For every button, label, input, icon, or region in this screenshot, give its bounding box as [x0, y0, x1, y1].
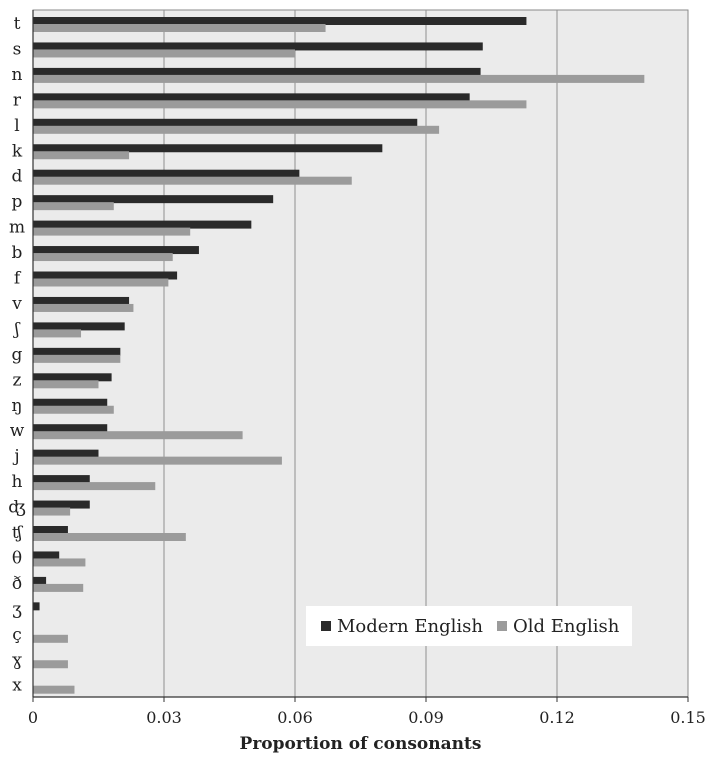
category-label: p: [12, 192, 23, 212]
bar-modern-english: [33, 271, 178, 280]
bar-modern-english: [33, 424, 108, 433]
category-label: w: [10, 421, 25, 441]
category-label: ɣ: [12, 650, 22, 670]
category-label: s: [13, 39, 22, 59]
category-label: d: [12, 167, 23, 187]
bar-old-english: [33, 583, 84, 592]
bar-old-english: [33, 405, 114, 414]
bar-old-english: [33, 380, 99, 389]
bar-old-english: [33, 533, 186, 541]
bar-modern-english: [33, 449, 99, 458]
legend: Modern English Old English: [306, 606, 632, 646]
bar-old-english: [33, 151, 130, 160]
bar-modern-english: [33, 93, 470, 102]
category-label: h: [12, 472, 23, 492]
legend-box: [306, 606, 632, 646]
x-tick-label: 0.12: [539, 708, 575, 727]
category-label: ç: [12, 625, 22, 645]
bar-old-english: [33, 558, 86, 567]
category-label: m: [9, 218, 25, 238]
x-tick-label: 0.15: [670, 708, 706, 727]
bar-old-english: [33, 24, 326, 32]
bar-modern-english: [33, 500, 90, 509]
category-label: ʒ: [12, 599, 22, 619]
category-label: x: [12, 676, 22, 696]
bar-modern-english: [33, 17, 527, 25]
bar-old-english: [33, 507, 71, 516]
bar-old-english: [33, 329, 82, 338]
bar-old-english: [33, 49, 295, 58]
bar-modern-english: [33, 602, 40, 611]
category-label: ʧ: [12, 523, 24, 543]
legend-label-old-english: Old English: [513, 616, 620, 637]
category-label: j: [12, 447, 19, 467]
bars: [33, 17, 645, 694]
bar-old-english: [33, 431, 243, 440]
bar-old-english: [33, 354, 121, 363]
axes: [32, 10, 689, 702]
category-label: ð: [12, 574, 22, 594]
bar-old-english: [33, 176, 352, 185]
bar-modern-english: [33, 347, 121, 356]
bar-old-english: [33, 278, 169, 287]
bar-old-english: [33, 303, 134, 312]
bar-modern-english: [33, 169, 300, 178]
x-axis-title: Proportion of consonants: [240, 734, 482, 754]
category-label: ʃ: [13, 319, 21, 339]
bar-modern-english: [33, 195, 274, 204]
bar-old-english: [33, 125, 440, 134]
bar-modern-english: [33, 322, 125, 331]
bar-old-english: [33, 456, 282, 465]
bar-old-english: [33, 253, 173, 262]
legend-swatch-old-english: [497, 621, 507, 631]
bar-old-english: [33, 227, 191, 236]
bar-old-english: [33, 482, 156, 491]
bar-modern-english: [33, 551, 60, 560]
bar-modern-english: [33, 144, 383, 153]
bar-old-english: [33, 202, 114, 211]
x-tick-label: 0.06: [277, 708, 313, 727]
bar-modern-english: [33, 42, 483, 51]
category-label: l: [14, 116, 19, 136]
bar-modern-english: [33, 67, 481, 76]
category-label: ʤ: [8, 498, 26, 518]
x-tick-label: 0.09: [408, 708, 444, 727]
category-label: g: [12, 345, 23, 365]
bar-modern-english: [33, 246, 199, 255]
category-label: t: [14, 14, 21, 34]
bar-modern-english: [33, 475, 90, 484]
category-label: θ: [12, 548, 22, 568]
bar-modern-english: [33, 576, 47, 585]
bar-old-english: [33, 100, 527, 109]
bar-old-english: [33, 685, 75, 694]
bar-old-english: [33, 74, 645, 83]
category-label: n: [12, 65, 23, 85]
bar-modern-english: [33, 526, 68, 534]
bar-modern-english: [33, 296, 130, 305]
category-label: v: [11, 294, 22, 314]
category-label: f: [14, 269, 22, 289]
plot-background: [32, 9, 689, 698]
x-tick-label: 0: [28, 708, 38, 727]
category-label: z: [13, 370, 22, 390]
category-label: k: [12, 141, 23, 161]
category-label: r: [13, 90, 22, 110]
bar-modern-english: [33, 373, 112, 382]
bar-old-english: [33, 660, 68, 669]
legend-label-modern-english: Modern English: [337, 616, 483, 637]
bar-modern-english: [33, 398, 108, 407]
legend-swatch-modern-english: [321, 621, 331, 631]
bar-old-english: [33, 634, 68, 643]
bar-modern-english: [33, 118, 418, 127]
category-label: b: [12, 243, 23, 263]
x-tick-label: 0.03: [146, 708, 182, 727]
x-tick-labels: 0 0.03 0.06 0.09 0.12 0.15: [28, 708, 706, 727]
bar-modern-english: [33, 220, 252, 229]
category-label: ŋ: [12, 396, 23, 416]
